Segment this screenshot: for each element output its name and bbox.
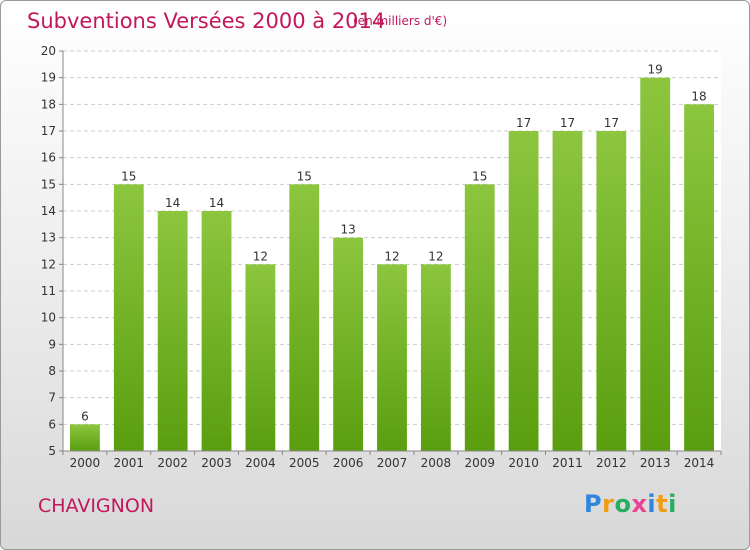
bar[interactable]	[245, 264, 276, 451]
value-labels: 6 15 14 14 12 15 13 12 12 15 17 17 17 19 18	[81, 63, 707, 424]
bar-value-label: 15	[121, 169, 136, 183]
x-tick-label: 2008	[421, 456, 452, 470]
x-tick-label: 2012	[596, 456, 627, 470]
bars	[70, 77, 714, 452]
x-tick-label: 2002	[157, 456, 188, 470]
y-tick-label: 19	[41, 71, 56, 85]
bar-value-label: 17	[560, 116, 575, 130]
bar-value-label: 12	[428, 249, 443, 263]
bar[interactable]	[552, 131, 583, 451]
y-tick-label: 15	[41, 177, 56, 191]
bar-value-label: 17	[604, 116, 619, 130]
y-tick-label: 18	[41, 97, 56, 111]
x-tick-label: 2004	[245, 456, 276, 470]
y-tick-label: 7	[48, 391, 56, 405]
x-tick-label: 2014	[684, 456, 715, 470]
y-tick-label: 12	[41, 257, 56, 271]
x-tick-label: 2013	[640, 456, 671, 470]
x-tick-label: 2001	[114, 456, 145, 470]
y-tick-label: 14	[41, 204, 56, 218]
bar-value-label: 17	[516, 116, 531, 130]
x-tick-label: 2006	[333, 456, 364, 470]
x-tick-label: 2010	[508, 456, 539, 470]
x-tick-label: 2005	[289, 456, 320, 470]
x-tick-label: 2007	[377, 456, 408, 470]
bar[interactable]	[377, 264, 407, 451]
bar-value-label: 12	[253, 249, 268, 263]
bar-value-label: 14	[209, 196, 224, 210]
bar[interactable]	[508, 131, 539, 451]
y-tick-label: 5	[48, 444, 56, 458]
y-tick-label: 6	[48, 417, 56, 431]
y-tick-label: 13	[41, 231, 56, 245]
bar-value-label: 15	[297, 169, 312, 183]
x-tick-label: 2011	[552, 456, 583, 470]
bar[interactable]	[113, 184, 144, 452]
y-tick-label: 16	[41, 151, 56, 165]
bar[interactable]	[420, 264, 451, 451]
bar[interactable]	[333, 237, 364, 451]
x-axis-ticks: 2000 2001 2002 2003 2004 2005 2006 2007 2008 2009…	[62, 451, 722, 470]
bar[interactable]	[464, 184, 495, 452]
proxiti-logo[interactable]: Proxiti	[584, 490, 677, 518]
bar-value-label: 14	[165, 196, 180, 210]
bar[interactable]	[70, 424, 100, 451]
y-tick-label: 11	[41, 284, 56, 298]
x-tick-label: 2000	[70, 456, 101, 470]
bar[interactable]	[157, 211, 188, 451]
bar-value-label: 6	[81, 409, 89, 423]
chart-subtitle: (en milliers d'€)	[353, 14, 448, 28]
bar[interactable]	[289, 184, 320, 452]
y-tick-label: 17	[41, 124, 56, 138]
bar-value-label: 15	[472, 169, 487, 183]
x-tick-label: 2003	[201, 456, 232, 470]
y-tick-label: 20	[41, 44, 56, 58]
y-tick-label: 9	[48, 337, 56, 351]
bar-value-label: 13	[340, 223, 355, 237]
bar[interactable]	[684, 104, 714, 451]
chart-title: Subventions Versées 2000 à 2014	[27, 9, 386, 33]
bar[interactable]	[201, 211, 232, 451]
bar-value-label: 18	[691, 89, 706, 103]
commune-name: CHAVIGNON	[38, 495, 155, 517]
bar[interactable]	[596, 131, 627, 451]
y-tick-label: 8	[48, 364, 56, 378]
bar-value-label: 19	[648, 63, 663, 77]
x-tick-label: 2009	[464, 456, 495, 470]
y-tick-label: 10	[41, 311, 56, 325]
bar-value-label: 12	[384, 249, 399, 263]
bar[interactable]	[640, 77, 671, 452]
y-axis-ticks: 5 6 7 8 9 10 11 12 13 14 15 16 17 18 19 20	[41, 44, 63, 458]
